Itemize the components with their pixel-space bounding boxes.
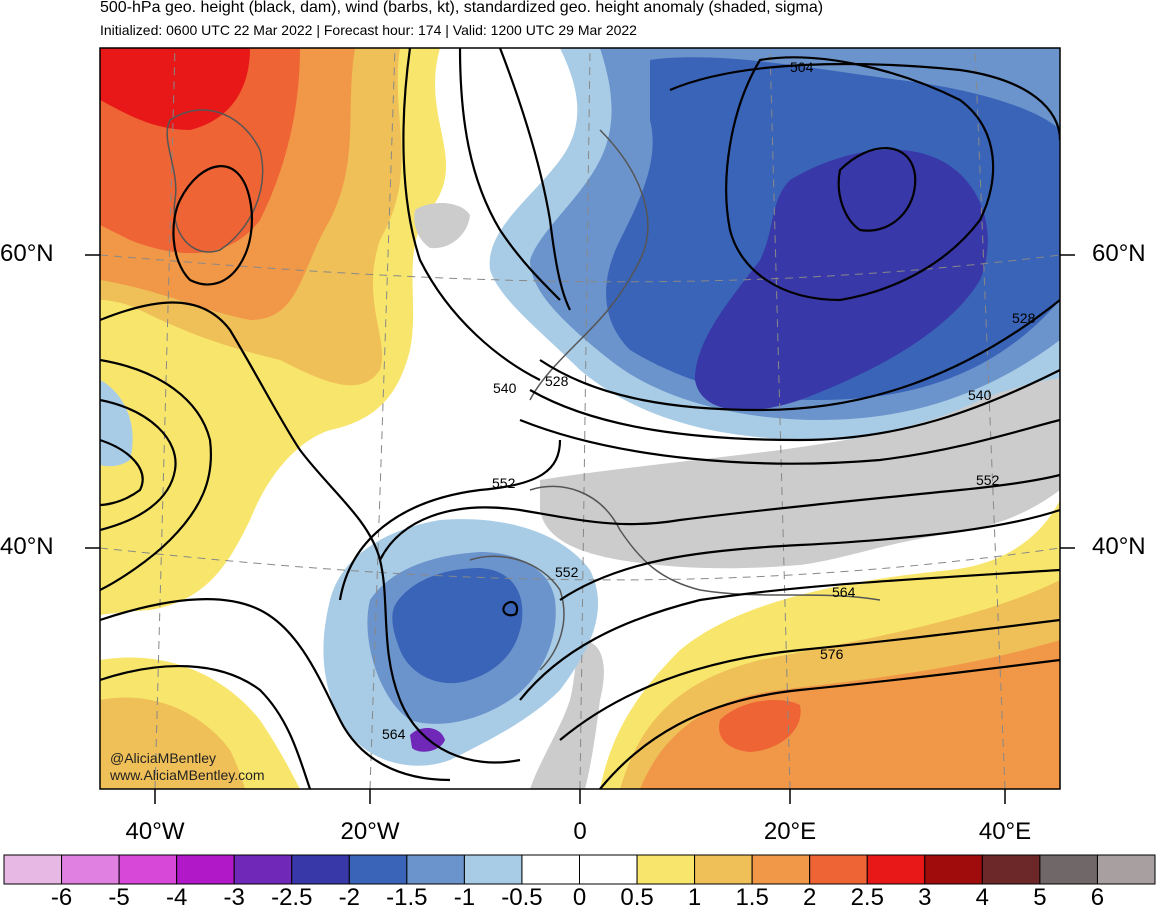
colorbar-swatch — [118, 854, 178, 885]
lat-label-60n-left: 60°N — [0, 240, 54, 267]
colorbar-swatch — [463, 854, 523, 885]
colorbar-tick-label: 1.5 — [735, 884, 769, 911]
contour-label-576: 576 — [820, 646, 844, 662]
contour-label-552-west: 552 — [492, 475, 516, 491]
colorbar-swatch — [176, 854, 235, 885]
colorbar-swatch — [1039, 854, 1098, 885]
colorbar-tick-label: -4 — [165, 884, 188, 911]
colorbar-swatch — [636, 854, 696, 885]
contour-label-540-west: 540 — [493, 380, 517, 396]
credit-website: www.AliciaMBentley.com — [110, 767, 265, 783]
colorbar-swatch — [751, 854, 811, 885]
colorbar-tick-label: -0.5 — [501, 884, 543, 911]
colorbar-swatch — [521, 854, 581, 885]
contour-label-528-west: 528 — [545, 373, 569, 389]
colorbar-swatch — [809, 854, 868, 885]
colorbar-tick-label: -1.5 — [386, 884, 428, 911]
colorbar-tick-label: 0 — [572, 884, 587, 911]
colorbar-swatch — [1096, 854, 1156, 885]
colorbar-tick-label: -2.5 — [271, 884, 313, 911]
colorbar-swatch — [233, 854, 293, 885]
lat-label-40n-right: 40°N — [1092, 533, 1146, 560]
colorbar-tick-label: 1 — [687, 884, 702, 911]
contour-labels: 504 528 540 552 528 540 552 552 564 576 … — [382, 59, 1036, 742]
colorbar-tick-label: 3 — [918, 884, 932, 911]
colorbar-tick-label: 5 — [1033, 884, 1047, 911]
colorbar-swatch — [579, 854, 638, 885]
contour-label-504: 504 — [790, 59, 814, 75]
colorbar — [3, 854, 1156, 885]
anomaly-shading: 504 528 540 552 528 540 552 552 564 576 … — [100, 48, 1060, 789]
colorbar-swatch — [866, 854, 926, 885]
colorbar-tick-label: 0.5 — [620, 884, 654, 911]
contour-label-564-southwest: 564 — [382, 726, 406, 742]
credit-twitter: @AliciaMBentley — [110, 750, 217, 766]
colorbar-swatch — [406, 854, 465, 885]
lat-label-60n-right: 60°N — [1092, 240, 1146, 267]
colorbar-tick-label: -3 — [223, 884, 245, 911]
colorbar-tick-label: -5 — [108, 884, 130, 911]
colorbar-tick-label: 2 — [803, 884, 817, 911]
lon-label-20e: 20°E — [763, 818, 817, 845]
lon-label-20w: 20°W — [340, 818, 400, 845]
colorbar-swatch — [61, 854, 120, 885]
lon-label-40w: 40°W — [125, 818, 185, 845]
contour-label-552-east: 552 — [976, 472, 1000, 488]
colorbar-swatch — [3, 854, 63, 885]
colorbar-tick-label: 4 — [975, 884, 990, 911]
map-subtitle: Initialized: 0600 UTC 22 Mar 2022 | Fore… — [100, 22, 637, 38]
colorbar-swatch — [291, 854, 350, 885]
height-contours — [100, 48, 1060, 789]
contour-label-552-central: 552 — [555, 564, 579, 580]
colorbar-tick-label: 6 — [1090, 884, 1105, 911]
colorbar-tick-label: 2.5 — [850, 884, 884, 911]
colorbar-swatch — [981, 854, 1041, 885]
contour-label-564-east: 564 — [832, 584, 856, 600]
colorbar-tick-label: -6 — [50, 884, 73, 911]
colorbar-swatch — [924, 854, 983, 885]
lon-label-0: 0 — [573, 818, 587, 845]
colorbar-tick-label: -1 — [453, 884, 476, 911]
map-title: 500-hPa geo. height (black, dam), wind (… — [100, 0, 824, 16]
lon-label-40e: 40°E — [978, 818, 1032, 845]
colorbar-swatch — [348, 854, 408, 885]
contour-label-528-east: 528 — [1012, 310, 1036, 326]
lat-label-40n-left: 40°N — [0, 533, 54, 560]
colorbar-tick-label: -2 — [338, 884, 360, 911]
contour-label-540-east: 540 — [968, 387, 992, 403]
colorbar-swatch — [694, 854, 753, 885]
